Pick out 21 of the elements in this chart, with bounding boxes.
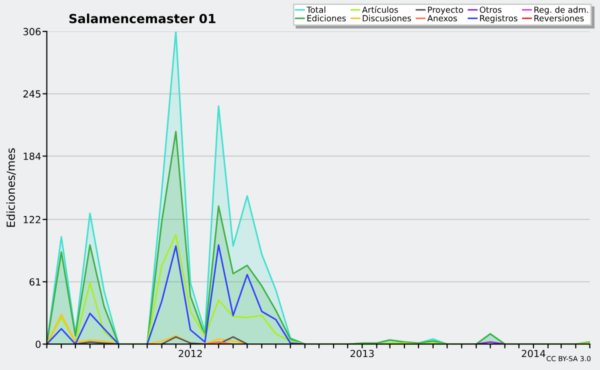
x-tick-label: 2014	[522, 350, 546, 358]
y-tick-label: 122	[24, 216, 40, 224]
legend-label: Reg. de adm.	[534, 6, 588, 14]
legend-label: Anexos	[427, 15, 457, 22]
y-tick-label: 0	[36, 340, 41, 348]
legend-label: Otros	[480, 6, 502, 13]
legend-label: Proyecto	[428, 6, 464, 14]
legend-label: Discusiones	[362, 14, 412, 22]
y-tick-label: 61	[30, 278, 40, 286]
chart-title: Salamencemaster 01	[69, 14, 216, 24]
y-tick-label: 184	[24, 152, 41, 160]
x-tick-label: 2013	[350, 350, 374, 358]
x-tick-label: 2012	[178, 350, 202, 358]
legend-label: Total	[306, 6, 326, 13]
legend-label: Reversiones	[534, 14, 584, 22]
legend-label: Registros	[480, 14, 518, 23]
y-tick-label: 245	[23, 90, 40, 98]
y-axis-title: Ediciones/mes	[6, 148, 16, 227]
legend-label: Artículos	[362, 6, 398, 13]
legend-label: Ediciones	[307, 14, 346, 22]
y-tick-label: 306	[23, 28, 41, 36]
